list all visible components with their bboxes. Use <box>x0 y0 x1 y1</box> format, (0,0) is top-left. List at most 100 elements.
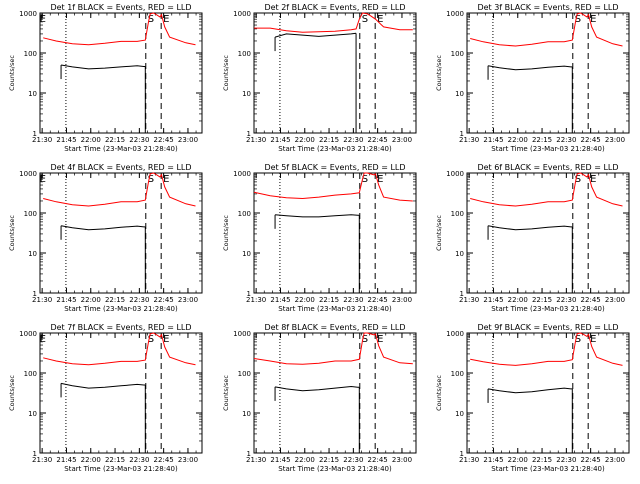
y-axis-label: Counts/sec <box>8 55 16 91</box>
y-tick-label: 100 <box>238 370 251 378</box>
y-tick-label: 1 <box>460 290 464 298</box>
y-tick-label: 100 <box>24 50 37 58</box>
x-tick-label: 21:45 <box>56 456 76 464</box>
panel-title: Det 6f BLACK = Events, RED = LLD <box>477 163 618 172</box>
x-tick-label: 21:45 <box>483 456 503 464</box>
y-tick-label: 1000 <box>446 170 464 178</box>
y-axis-label: Counts/sec <box>435 55 443 91</box>
x-tick-label: 22:15 <box>532 456 552 464</box>
marker-label-e: E <box>377 14 383 25</box>
panel-title: Det 5f BLACK = Events, RED = LLD <box>264 163 405 172</box>
x-axis-label: Start Time (23-Mar-03 21:28:40) <box>64 305 178 313</box>
x-tick-label: 21:45 <box>270 136 290 144</box>
y-tick-label: 1000 <box>446 330 464 338</box>
marker-label-e: E <box>40 334 46 345</box>
series-line-lld <box>470 12 623 47</box>
plot-frame <box>466 172 630 294</box>
marker-label-s: S <box>575 334 581 345</box>
panel-title: Det 3f BLACK = Events, RED = LLD <box>477 3 618 12</box>
plot-frame <box>253 12 417 134</box>
panel-title: Det 7f BLACK = Events, RED = LLD <box>50 323 191 332</box>
y-tick-label: 1 <box>460 130 464 138</box>
marker-label-s: S <box>148 174 154 185</box>
series-line-events <box>274 32 357 38</box>
x-tick-label: 23:00 <box>178 136 198 144</box>
x-tick-label: 21:45 <box>56 136 76 144</box>
panel-title: Det 8f BLACK = Events, RED = LLD <box>264 323 405 332</box>
series-line-events <box>275 385 360 392</box>
x-axis-label: Start Time (23-Mar-03 21:28:40) <box>64 465 178 473</box>
y-tick-label: 1 <box>33 290 37 298</box>
y-tick-label: 1000 <box>446 10 464 18</box>
x-tick-label: 22:00 <box>508 136 528 144</box>
y-tick-label: 10 <box>455 410 464 418</box>
x-tick-label: 22:30 <box>129 456 149 464</box>
y-tick-label: 100 <box>238 50 251 58</box>
series-line-lld <box>470 332 623 366</box>
y-axis-label: Counts/sec <box>435 215 443 251</box>
y-tick-label: 1000 <box>233 330 251 338</box>
panel-title: Det 2f BLACK = Events, RED = LLD <box>264 3 405 12</box>
x-tick-label: 23:00 <box>178 456 198 464</box>
marker-label-s: S <box>148 334 154 345</box>
panel-det-2: Det 2f BLACK = Events, RED = LLD 1 10 100 10… <box>222 3 417 153</box>
x-tick-label: 22:45 <box>581 136 601 144</box>
x-axis-label: Start Time (23-Mar-03 21:28:40) <box>491 145 605 153</box>
marker-label-s: S <box>575 174 581 185</box>
x-tick-label: 22:00 <box>81 456 101 464</box>
series-line-lld <box>43 12 196 46</box>
y-axis-label: Counts/sec <box>435 375 443 411</box>
series-line-lld <box>43 172 196 207</box>
x-tick-label: 21:30 <box>459 456 479 464</box>
x-tick-label: 22:00 <box>508 296 528 304</box>
marker-label-s: S <box>575 14 581 25</box>
x-tick-label: 22:00 <box>295 296 315 304</box>
x-tick-label: 22:00 <box>81 296 101 304</box>
plot-frame <box>39 332 203 454</box>
series-line-lld <box>253 172 413 202</box>
x-tick-label: 23:00 <box>605 456 625 464</box>
x-tick-label: 22:00 <box>295 456 315 464</box>
y-tick-label: 1 <box>247 290 251 298</box>
x-tick-label: 22:15 <box>319 456 339 464</box>
plot-frame <box>466 12 630 134</box>
x-tick-label: 21:45 <box>270 296 290 304</box>
marker-label-e: E <box>590 334 596 345</box>
x-tick-label: 23:00 <box>392 456 412 464</box>
series-line-lld <box>254 12 413 33</box>
x-tick-label: 22:30 <box>343 136 363 144</box>
panel-det-7: Det 7f BLACK = Events, RED = LLD 1 10 100 10… <box>8 323 203 473</box>
x-tick-label: 22:15 <box>105 296 125 304</box>
marker-label-s: S <box>362 14 368 25</box>
x-tick-label: 22:45 <box>368 296 388 304</box>
x-tick-label: 22:45 <box>154 136 174 144</box>
y-tick-label: 1 <box>33 450 37 458</box>
panel-title: Det 9f BLACK = Events, RED = LLD <box>477 323 618 332</box>
x-axis-label: Start Time (23-Mar-03 21:28:40) <box>491 305 605 313</box>
y-tick-label: 100 <box>451 50 464 58</box>
panel-det-5: Det 5f BLACK = Events, RED = LLD 1 10 100 10… <box>222 163 417 313</box>
panel-det-6: Det 6f BLACK = Events, RED = LLD 1 10 100 10… <box>435 163 630 313</box>
x-tick-label: 22:45 <box>368 456 388 464</box>
y-axis-label: Counts/sec <box>222 375 230 411</box>
x-axis-label: Start Time (23-Mar-03 21:28:40) <box>278 305 392 313</box>
x-tick-label: 22:45 <box>581 456 601 464</box>
y-tick-label: 100 <box>24 210 37 218</box>
y-tick-label: 10 <box>455 90 464 98</box>
x-tick-label: 22:30 <box>343 296 363 304</box>
y-tick-label: 1 <box>247 130 251 138</box>
marker-label-s: S <box>148 14 154 25</box>
y-tick-label: 100 <box>238 210 251 218</box>
y-tick-label: 1 <box>247 450 251 458</box>
panel-det-9: Det 9f BLACK = Events, RED = LLD 1 10 100 10… <box>435 323 630 473</box>
series-line-events <box>61 225 146 231</box>
x-tick-label: 23:00 <box>392 136 412 144</box>
y-tick-label: 10 <box>242 250 251 258</box>
x-tick-label: 21:30 <box>246 456 266 464</box>
y-axis-label: Counts/sec <box>8 375 16 411</box>
x-tick-label: 22:00 <box>295 136 315 144</box>
series-line-lld <box>470 172 623 207</box>
x-tick-label: 22:45 <box>154 296 174 304</box>
y-tick-label: 10 <box>28 410 37 418</box>
